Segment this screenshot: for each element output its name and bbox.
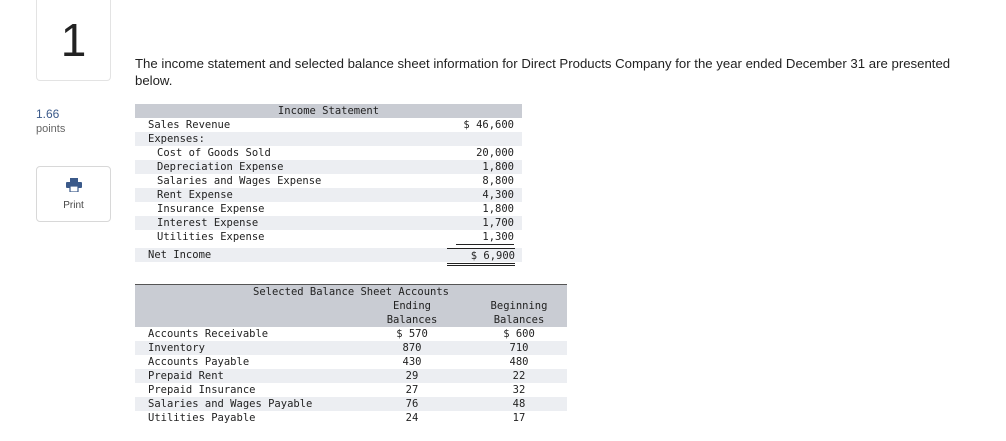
expense-row: Cost of Goods Sold 20,000: [135, 146, 522, 160]
account-label: Accounts Receivable: [148, 328, 269, 340]
expense-value: 1,800: [482, 161, 514, 173]
expense-label: Salaries and Wages Expense: [157, 175, 322, 187]
beginning-balance: 480: [509, 356, 529, 368]
expenses-label: Expenses:: [148, 133, 205, 145]
ending-balances-header: Ending Balances: [377, 299, 447, 327]
beginning-balance: 32: [512, 384, 526, 396]
account-label: Inventory: [148, 342, 205, 354]
account-label: Prepaid Insurance: [148, 384, 256, 396]
ending-balance: 76: [405, 398, 419, 410]
income-statement-title: Income Statement: [135, 104, 522, 118]
balance-sheet-column-headers: Ending Balances Beginning Balances: [135, 299, 567, 327]
expense-label: Cost of Goods Sold: [157, 147, 271, 159]
expense-row: Insurance Expense 1,800: [135, 202, 522, 216]
question-number: 1: [60, 14, 87, 66]
expense-row: Interest Expense 1,700: [135, 216, 522, 230]
beginning-balance: 22: [512, 370, 526, 382]
net-income-row: Net Income $ 6,900: [135, 248, 522, 266]
expense-label: Interest Expense: [157, 217, 259, 229]
net-income-label: Net Income: [148, 249, 212, 261]
beginning-header-line2: Balances: [493, 314, 545, 326]
account-label: Prepaid Rent: [148, 370, 224, 382]
expense-label: Rent Expense: [157, 189, 233, 201]
table-row: Utilities Payable 24 17: [135, 411, 567, 425]
beginning-balance: 17: [512, 412, 526, 424]
ending-header-line2: Balances: [386, 314, 438, 326]
expense-value: 20,000: [476, 147, 514, 159]
table-row: Salaries and Wages Payable 76 48: [135, 397, 567, 411]
expense-row: Depreciation Expense 1,800: [135, 160, 522, 174]
points-value: 1.66: [36, 107, 60, 121]
beginning-balances-header: Beginning Balances: [471, 299, 567, 327]
table-row: Accounts Payable 430 480: [135, 355, 567, 369]
beginning-header-line1: Beginning: [490, 300, 548, 312]
balance-sheet-title: Selected Balance Sheet Accounts: [135, 284, 567, 299]
beginning-balance: 710: [509, 342, 529, 354]
expense-row: Utilities Expense 1,300: [135, 230, 522, 245]
ending-balance: 870: [402, 342, 422, 354]
account-label: Accounts Payable: [148, 356, 250, 368]
sales-revenue-value: $ 46,600: [463, 119, 514, 131]
ending-balance: 24: [405, 412, 419, 424]
points-block: 1.66 points: [36, 107, 65, 137]
expense-value: 1,800: [482, 203, 514, 215]
expense-value: 8,800: [482, 175, 514, 187]
expense-value: 4,300: [482, 189, 514, 201]
ending-header-line1: Ending: [393, 300, 431, 312]
print-label: Print: [63, 199, 84, 211]
table-row: Inventory 870 710: [135, 341, 567, 355]
income-statement-table: Income Statement Sales Revenue $ 46,600 …: [135, 104, 522, 266]
expense-row: Rent Expense 4,300: [135, 188, 522, 202]
expense-label: Depreciation Expense: [157, 161, 284, 173]
printer-icon: [65, 177, 82, 197]
question-intro-text: The income statement and selected balanc…: [135, 56, 951, 88]
ending-balance: $ 570: [396, 328, 428, 340]
expense-row: Salaries and Wages Expense 8,800: [135, 174, 522, 188]
expense-label: Utilities Expense: [157, 231, 265, 243]
points-label: points: [36, 123, 66, 135]
account-label: Utilities Payable: [148, 412, 256, 424]
print-button[interactable]: Print: [36, 166, 111, 222]
expense-value: 1,700: [482, 217, 514, 229]
expenses-header-row: Expenses:: [135, 132, 522, 146]
ending-balance: 430: [402, 356, 422, 368]
balance-sheet-table: Selected Balance Sheet Accounts Ending B…: [135, 284, 567, 425]
sales-revenue-row: Sales Revenue $ 46,600: [135, 118, 522, 132]
table-row: Prepaid Rent 29 22: [135, 369, 567, 383]
table-row: Accounts Receivable $ 570 $ 600: [135, 327, 567, 341]
table-row: Prepaid Insurance 27 32: [135, 383, 567, 397]
net-income-value: $ 6,900: [447, 248, 515, 266]
beginning-balance: $ 600: [503, 328, 535, 340]
ending-balance: 29: [405, 370, 419, 382]
expense-value: 1,300: [456, 230, 514, 245]
sales-revenue-label: Sales Revenue: [148, 119, 231, 131]
expense-label: Insurance Expense: [157, 203, 265, 215]
beginning-balance: 48: [512, 398, 526, 410]
question-number-box: 1: [36, 0, 111, 81]
ending-balance: 27: [405, 384, 419, 396]
account-label: Salaries and Wages Payable: [148, 398, 313, 410]
